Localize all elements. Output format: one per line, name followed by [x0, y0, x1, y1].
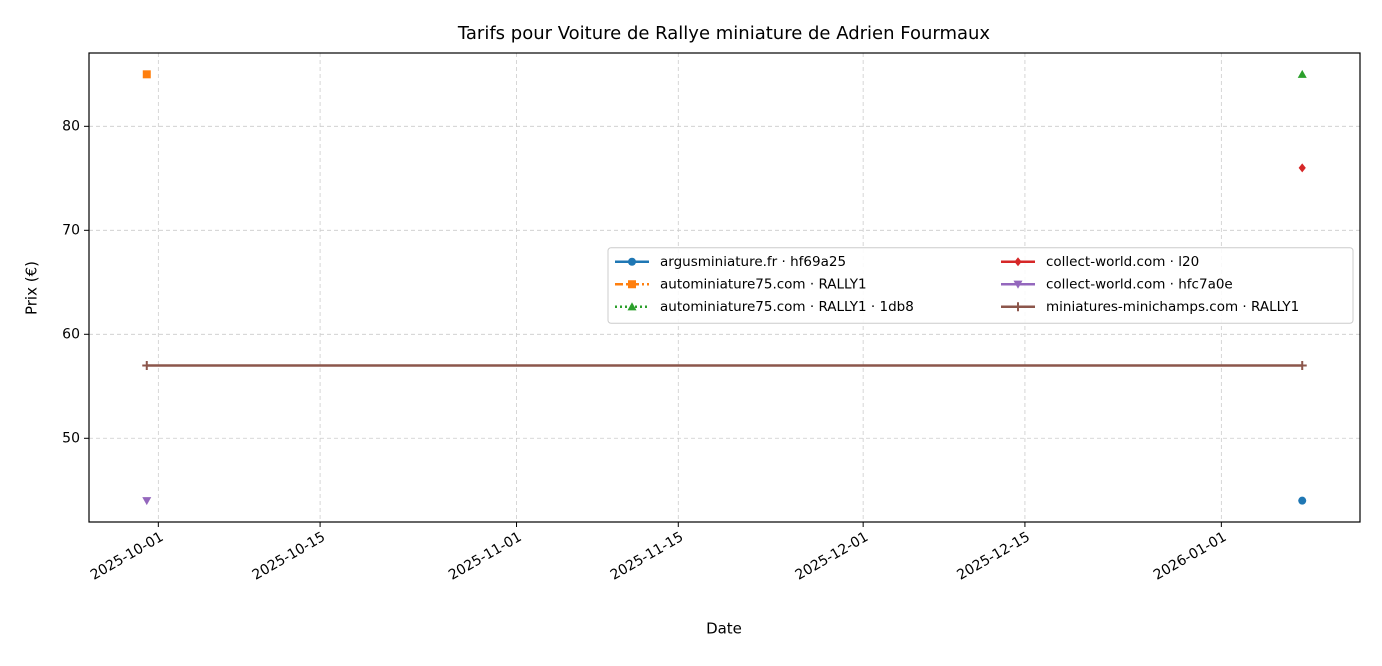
marker [142, 70, 151, 79]
marker [1297, 360, 1307, 370]
legend-marker [1013, 280, 1023, 289]
y-tick-label: 60 [62, 326, 80, 342]
legend-label: collect-world.com · l20 [1046, 254, 1199, 270]
marker [142, 360, 152, 370]
x-axis-label: Date [706, 620, 742, 638]
legend-marker [627, 302, 637, 311]
legend-label: autominiature75.com · RALLY1 · 1db8 [660, 299, 914, 315]
y-tick-label: 70 [62, 222, 80, 238]
legend-label: autominiature75.com · RALLY1 [660, 276, 867, 292]
marker [1298, 496, 1307, 505]
legend-label: collect-world.com · hfc7a0e [1046, 276, 1233, 292]
marker [1297, 69, 1307, 78]
legend-marker [1014, 257, 1022, 267]
y-tick-label: 50 [62, 430, 80, 446]
legend: argusminiature.fr · hf69a25 autominiature… [607, 247, 1354, 324]
y-tick-label: 80 [62, 118, 80, 134]
legend-marker [628, 280, 636, 289]
marker [142, 497, 152, 506]
legend-label: argusminiature.fr · hf69a25 [660, 254, 846, 270]
legend-marker [1013, 302, 1023, 312]
legend-label: miniatures-minichamps.com · RALLY1 [1046, 299, 1299, 315]
y-axis-label: Prix (€) [23, 261, 41, 315]
legend-marker [628, 257, 636, 266]
legend-box [607, 247, 1354, 324]
marker [1298, 163, 1306, 173]
plot-frame [88, 52, 1361, 523]
chart-title: Tarifs pour Voiture de Rallye miniature … [457, 23, 991, 44]
